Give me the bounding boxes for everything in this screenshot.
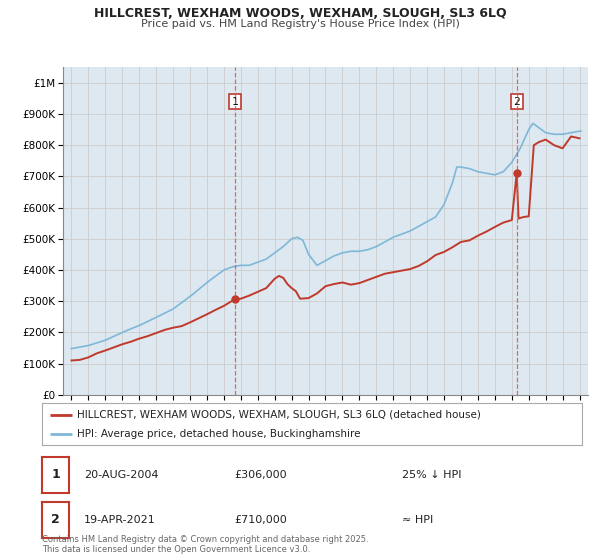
Text: £306,000: £306,000 bbox=[234, 470, 287, 480]
Text: 1: 1 bbox=[51, 469, 60, 482]
Text: Contains HM Land Registry data © Crown copyright and database right 2025.
This d: Contains HM Land Registry data © Crown c… bbox=[42, 535, 368, 554]
Text: ≈ HPI: ≈ HPI bbox=[402, 515, 433, 525]
Text: 2: 2 bbox=[51, 514, 60, 526]
Text: 2: 2 bbox=[514, 96, 520, 106]
Text: HILLCREST, WEXHAM WOODS, WEXHAM, SLOUGH, SL3 6LQ (detached house): HILLCREST, WEXHAM WOODS, WEXHAM, SLOUGH,… bbox=[77, 409, 481, 419]
Text: 25% ↓ HPI: 25% ↓ HPI bbox=[402, 470, 461, 480]
Text: 1: 1 bbox=[232, 96, 238, 106]
Text: £710,000: £710,000 bbox=[234, 515, 287, 525]
Text: HPI: Average price, detached house, Buckinghamshire: HPI: Average price, detached house, Buck… bbox=[77, 429, 361, 439]
Text: 20-AUG-2004: 20-AUG-2004 bbox=[84, 470, 158, 480]
Text: 19-APR-2021: 19-APR-2021 bbox=[84, 515, 156, 525]
Text: Price paid vs. HM Land Registry's House Price Index (HPI): Price paid vs. HM Land Registry's House … bbox=[140, 19, 460, 29]
Text: HILLCREST, WEXHAM WOODS, WEXHAM, SLOUGH, SL3 6LQ: HILLCREST, WEXHAM WOODS, WEXHAM, SLOUGH,… bbox=[94, 7, 506, 20]
